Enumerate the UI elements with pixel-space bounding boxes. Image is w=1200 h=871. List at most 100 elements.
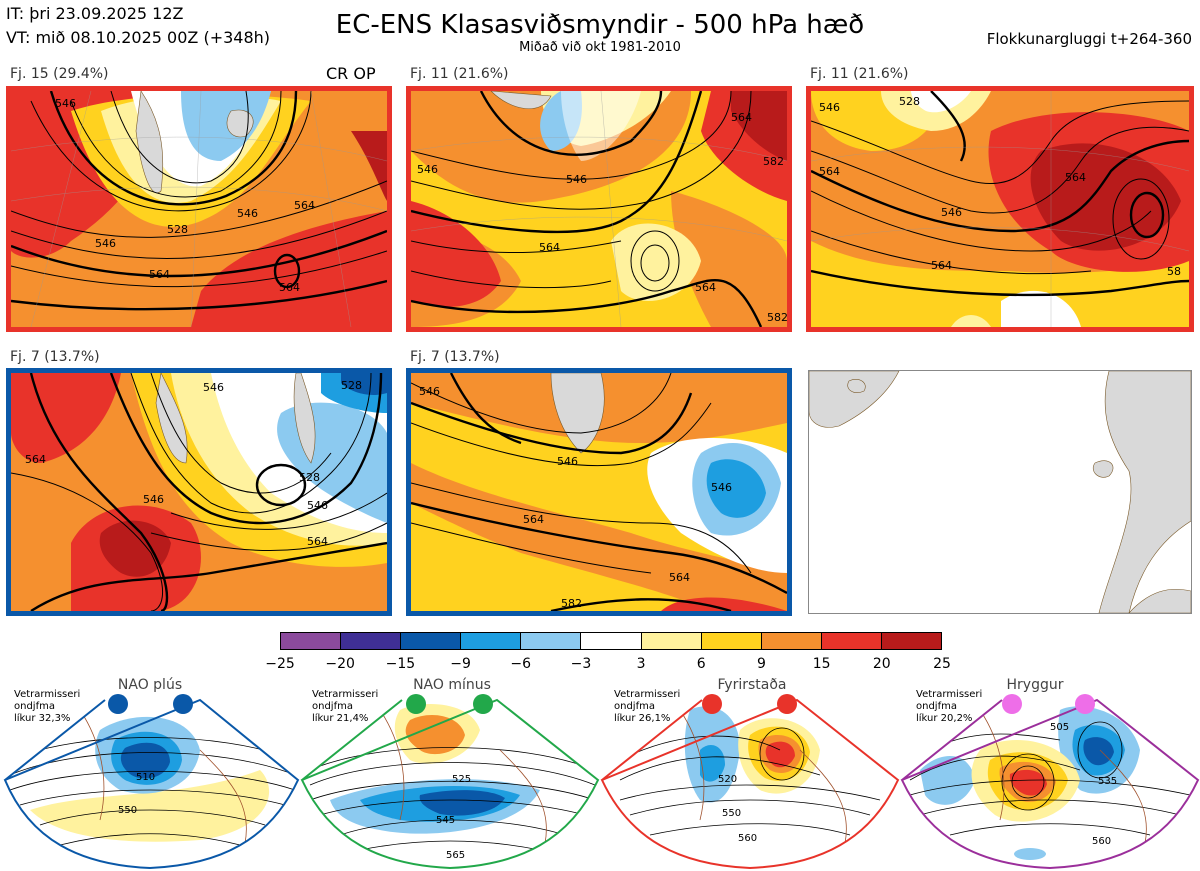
- contour-label: 546: [941, 206, 962, 219]
- colorbar-tick-label: 15: [812, 656, 831, 672]
- issue-time: IT: þri 23.09.2025 12Z: [6, 4, 184, 23]
- colorbar-tick-label: 20: [872, 656, 891, 672]
- contour-label: 564: [1065, 171, 1086, 184]
- colorbar-tick-label: 9: [756, 656, 766, 672]
- contour-label: 546: [711, 481, 732, 494]
- contour-label: 564: [539, 241, 560, 254]
- reference-map: [808, 370, 1192, 614]
- contour-label: 528: [299, 471, 320, 484]
- regime-contour-label: 550: [722, 808, 741, 819]
- contour-label: 582: [561, 597, 582, 610]
- regime-4-dot: [1075, 694, 1095, 714]
- contour-label: 564: [294, 199, 315, 212]
- contour-label: 564: [523, 513, 544, 526]
- colorbar-swatch: [641, 633, 702, 649]
- contour-label: 564: [279, 281, 300, 294]
- regime-2-dot: [473, 694, 493, 714]
- contour-label: 528: [899, 95, 920, 108]
- regime-contour-label: 545: [436, 815, 455, 826]
- regime-contour-label: 525: [452, 774, 471, 785]
- panel-2-label: Fj. 11 (21.6%): [410, 66, 509, 82]
- regime-1-title: NAO plús: [117, 677, 183, 693]
- panel-5-label: Fj. 7 (13.7%): [410, 349, 500, 365]
- cluster-map-1: 546 528 546 564 564 564 546: [6, 86, 392, 332]
- contour-label: 582: [763, 155, 784, 168]
- regime-contour-label: 535: [1098, 776, 1117, 787]
- regime-1-note: Vetrarmisseri ondjfma líkur 32,3%: [14, 689, 81, 724]
- contour-label: 546: [307, 499, 328, 512]
- colorbar-tick-label: 6: [696, 656, 706, 672]
- contour-label: 546: [417, 163, 438, 176]
- contour-label: 528: [341, 379, 362, 392]
- contour-label: 546: [419, 385, 440, 398]
- contour-label: 564: [669, 571, 690, 584]
- contour-label: 564: [307, 535, 328, 548]
- regime-contour-label: 520: [718, 774, 737, 785]
- panel-1-cr-op: CR OP: [326, 64, 376, 83]
- contour-label: 546: [95, 237, 116, 250]
- contour-label: 564: [149, 268, 170, 281]
- colorbar-swatch: [281, 633, 342, 649]
- colorbar-swatch: [341, 633, 402, 649]
- cluster-map-2: 546 546 564 564 582 582 564: [406, 86, 792, 332]
- contour-label: 528: [167, 223, 188, 236]
- colorbar-tick-label: 3: [636, 656, 646, 672]
- colorbar-swatch: [521, 633, 582, 649]
- colorbar-swatch: [881, 633, 942, 649]
- colorbar-tick-label: −9: [450, 656, 471, 672]
- classification-window: Flokkunargluggi t+264-360: [986, 30, 1192, 48]
- contour-label: 546: [557, 455, 578, 468]
- regime-3-title: Fyrirstaða: [717, 677, 787, 693]
- colorbar-swatch: [821, 633, 882, 649]
- colorbar-swatch: [401, 633, 462, 649]
- panel-4-label: Fj. 7 (13.7%): [10, 349, 100, 365]
- colorbar-swatch: [461, 633, 522, 649]
- anomaly-colorbar: [280, 632, 942, 650]
- regime-1-dot: [173, 694, 193, 714]
- contour-label: 564: [931, 259, 952, 272]
- contour-label: 546: [566, 173, 587, 186]
- regime-4-dot: [1002, 694, 1022, 714]
- contour-label: 564: [819, 165, 840, 178]
- regime-3-note: Vetrarmisseri ondjfma líkur 26,1%: [614, 689, 681, 724]
- contour-label: 582: [767, 311, 787, 324]
- contour-label: 564: [731, 111, 752, 124]
- panel-3-label: Fj. 11 (21.6%): [810, 66, 909, 82]
- cluster-map-4: 564 546 546 528 546 564 528: [6, 368, 392, 616]
- regime-3-dot: [702, 694, 722, 714]
- panel-1-label: Fj. 15 (29.4%): [10, 66, 109, 82]
- regime-2-dot: [406, 694, 426, 714]
- contour-label: 546: [819, 101, 840, 114]
- regime-contour-label: 505: [1050, 722, 1069, 733]
- cluster-map-5: 546 546 546 564 564 582: [406, 368, 792, 616]
- colorbar-tick-label: −15: [385, 656, 416, 672]
- regime-3-dot: [777, 694, 797, 714]
- contour-label: 546: [143, 493, 164, 506]
- regime-contour-label: 565: [446, 850, 465, 861]
- regime-2-note: Vetrarmisseri ondjfma líkur 21,4%: [312, 689, 379, 724]
- regime-contour-label: 550: [118, 805, 137, 816]
- regime-fans: 510 550 525 545 565: [3, 694, 1200, 870]
- regime-contour-label: 560: [1092, 836, 1111, 847]
- regime-2-title: NAO mínus: [413, 677, 491, 693]
- regime-contour-label: 510: [136, 772, 155, 783]
- colorbar-swatch: [581, 633, 642, 649]
- colorbar-tick-label: 25: [933, 656, 951, 672]
- regime-4-note: Vetrarmisseri ondjfma líkur 20,2%: [916, 689, 983, 724]
- cluster-map-3: 546 546 528 564 564 564 58: [806, 86, 1194, 332]
- regime-4-title: Hryggur: [1006, 677, 1064, 693]
- contour-label: 546: [237, 207, 258, 220]
- colorbar-tick-label: −20: [325, 656, 355, 672]
- regime-contour-label: 560: [738, 833, 757, 844]
- colorbar-tick-label: −6: [510, 656, 532, 672]
- regime-1-dot: [108, 694, 128, 714]
- contour-label: 58: [1167, 265, 1181, 278]
- contour-label: 546: [55, 97, 76, 110]
- page-subtitle: Miðað við okt 1981-2010: [519, 40, 681, 55]
- page-title: EC-ENS Klasasviðsmyndir - 500 hPa hæð: [335, 10, 865, 40]
- contour-label: 564: [25, 453, 46, 466]
- colorbar-tick-label: −25: [265, 656, 295, 672]
- colorbar-tick-label: −3: [570, 656, 592, 672]
- contour-label: 546: [203, 381, 224, 394]
- colorbar-swatch: [761, 633, 822, 649]
